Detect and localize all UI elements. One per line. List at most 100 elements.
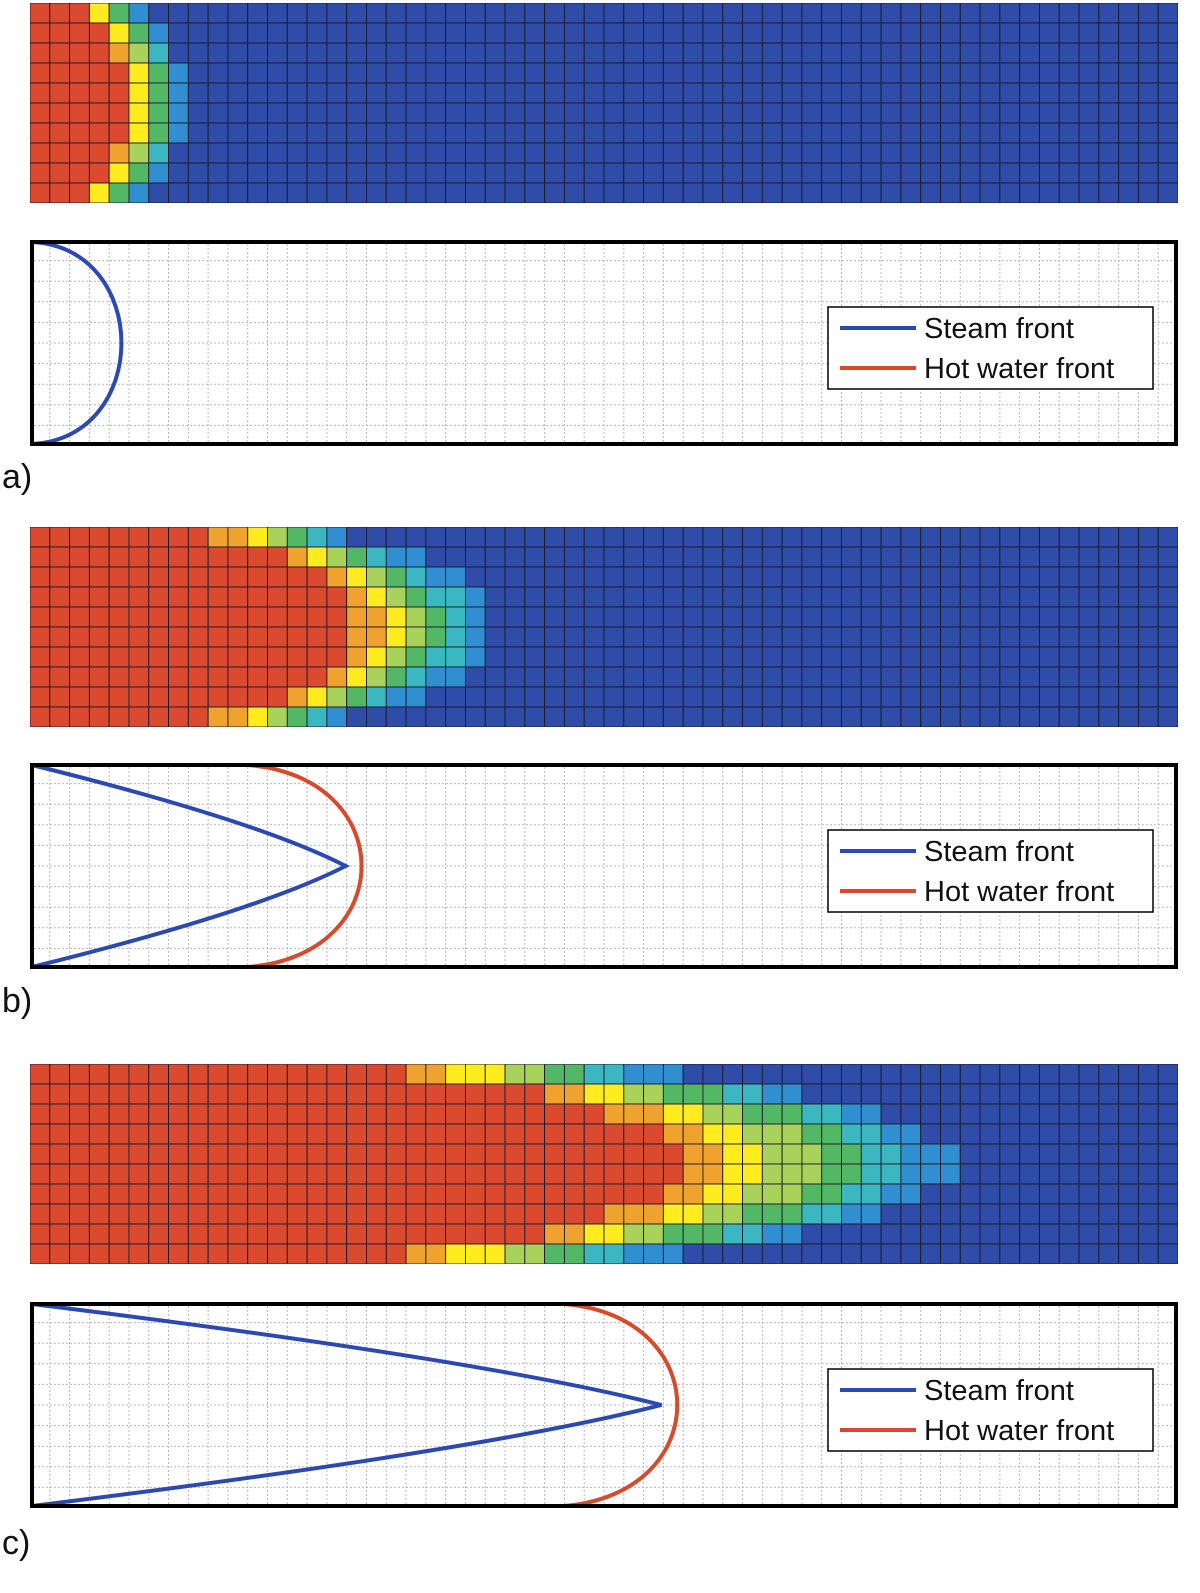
heatmap-cell	[187, 606, 209, 628]
heatmap-cell	[445, 62, 466, 84]
heatmap-cell	[1078, 566, 1100, 588]
heatmap-cell	[385, 1123, 407, 1145]
heatmap-cell	[168, 182, 189, 203]
heatmap-cell	[286, 646, 308, 668]
heatmap-cell	[504, 666, 526, 688]
heatmap-cell	[959, 1243, 981, 1264]
heatmap-cell	[880, 142, 902, 164]
heatmap-cell	[1137, 122, 1159, 144]
heatmap-cell	[1038, 3, 1060, 24]
heatmap-cell	[742, 1203, 763, 1225]
heatmap-cell	[544, 1243, 565, 1264]
heatmap-cell	[385, 162, 407, 184]
heatmap-cell	[148, 1083, 170, 1105]
heatmap-cell	[49, 1183, 71, 1205]
heatmap-cell	[860, 42, 882, 64]
heatmap-cell	[385, 1064, 407, 1085]
heatmap-cell	[1058, 1183, 1080, 1205]
heatmap-cell	[979, 1103, 1001, 1125]
heatmap-cell	[504, 162, 526, 184]
heatmap-cell	[405, 142, 427, 164]
heatmap-cell	[920, 706, 941, 727]
heatmap-cell	[366, 626, 387, 648]
heatmap-cell	[445, 162, 466, 184]
heatmap-cell	[504, 1183, 526, 1205]
heatmap-cell	[49, 1143, 71, 1165]
heatmap-cell	[30, 142, 51, 164]
heatmap-cell	[445, 646, 466, 668]
heatmap-cell	[1157, 1064, 1178, 1085]
heatmap-cell	[207, 1243, 229, 1264]
heatmap-cell	[187, 42, 209, 64]
heatmap-cell	[1078, 686, 1100, 708]
heatmap-cell	[267, 686, 288, 708]
heatmap-cell	[900, 162, 922, 184]
heatmap-cell	[1118, 1163, 1139, 1185]
heatmap-cell	[227, 162, 249, 184]
heatmap-cell	[108, 566, 130, 588]
heatmap-cell	[69, 666, 90, 688]
heatmap-cell	[108, 1123, 130, 1145]
heatmap-cell	[1098, 1103, 1120, 1125]
heatmap-cell	[761, 1143, 783, 1165]
heatmap-cell	[563, 586, 585, 608]
heatmap-cell	[148, 626, 170, 648]
heatmap-cell	[880, 122, 902, 144]
heatmap-cell	[603, 122, 625, 144]
heatmap-cell	[623, 1163, 645, 1185]
heatmap-cell	[366, 1083, 387, 1105]
heatmap-cell	[860, 102, 882, 124]
heatmap-cell	[306, 626, 328, 648]
heatmap-cell	[702, 586, 724, 608]
heatmap-cell	[544, 3, 565, 24]
heatmap-cell	[187, 122, 209, 144]
heatmap-cell	[1118, 42, 1139, 64]
heatmap-cell	[979, 1243, 1001, 1264]
heatmap-cell	[662, 22, 684, 44]
heatmap-cell	[524, 3, 546, 24]
heatmap-cell	[30, 586, 51, 608]
heatmap-cell	[385, 1203, 407, 1225]
heatmap-cell	[524, 1143, 546, 1165]
heatmap-cell	[761, 162, 783, 184]
heatmap-cell	[979, 646, 1001, 668]
heatmap-cell	[207, 626, 229, 648]
heatmap-cell	[1019, 527, 1040, 548]
heatmap-cell	[1019, 646, 1040, 668]
heatmap-cell	[207, 1083, 229, 1105]
heatmap-cell	[524, 1203, 546, 1225]
heatmap-cell	[148, 586, 170, 608]
heatmap-cell	[306, 1064, 328, 1085]
heatmap-cell	[623, 686, 645, 708]
heatmap-cell	[999, 1064, 1021, 1085]
heatmap-cell	[1078, 22, 1100, 44]
heatmap-cell	[306, 162, 328, 184]
heatmap-cell	[722, 162, 744, 184]
heatmap-cell	[69, 1163, 90, 1185]
heatmap-cell	[128, 646, 150, 668]
heatmap-cell	[346, 706, 367, 727]
heatmap-cell	[405, 122, 427, 144]
heatmap-cell	[1058, 1203, 1080, 1225]
heatmap-cell	[1019, 82, 1040, 104]
heatmap-cell	[108, 1163, 130, 1185]
heatmap-cell	[346, 82, 367, 104]
heatmap-cell	[841, 1243, 862, 1264]
heatmap-cell	[227, 1083, 249, 1105]
heatmap-cell	[702, 706, 724, 727]
heatmap-cell	[702, 1183, 724, 1205]
heatmap-cell	[207, 686, 229, 708]
heatmap-cell	[187, 666, 209, 688]
heatmap-cell	[841, 122, 862, 144]
legend-label-hot-water: Hot water front	[924, 876, 1114, 908]
heatmap-cell	[504, 546, 526, 568]
heatmap-cell	[385, 82, 407, 104]
heatmap-cell	[544, 142, 565, 164]
heatmap-cell	[425, 1243, 447, 1264]
heatmap-cell	[920, 1183, 941, 1205]
heatmap-cell	[781, 1163, 803, 1185]
heatmap-cell	[306, 1083, 328, 1105]
heatmap-cell	[1118, 142, 1139, 164]
heatmap-cell	[841, 1203, 862, 1225]
heatmap-cell	[405, 1243, 427, 1264]
